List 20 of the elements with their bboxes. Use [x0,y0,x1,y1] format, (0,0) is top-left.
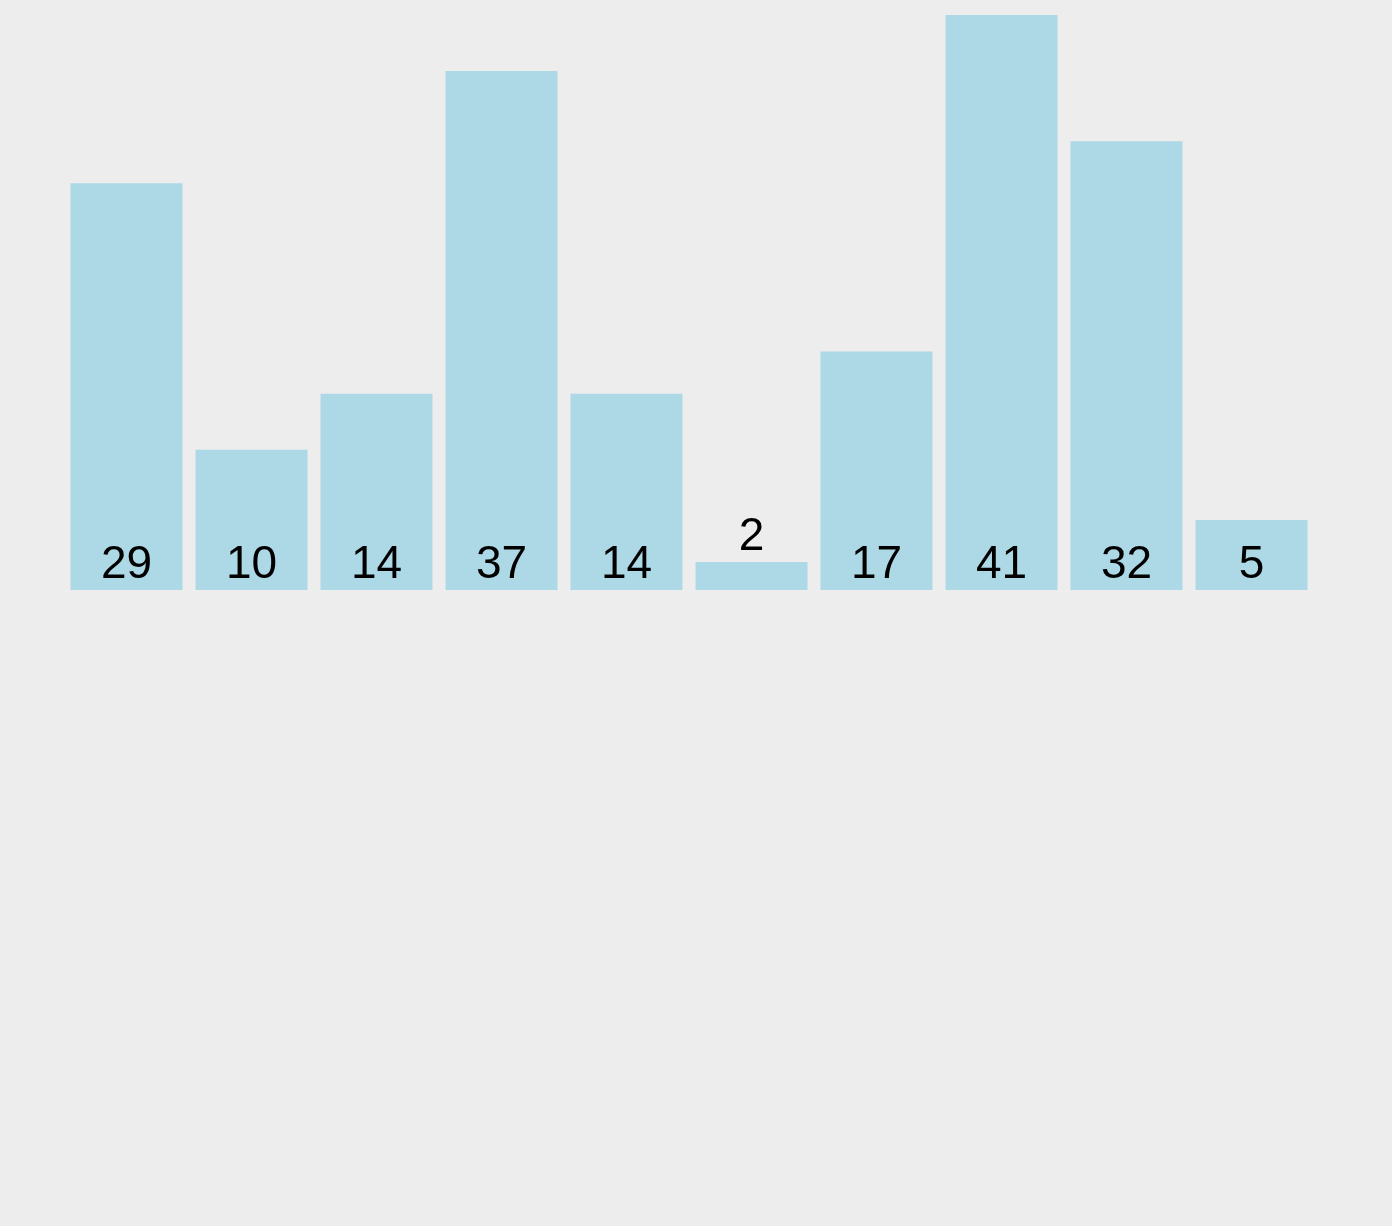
bar [70,183,183,590]
bar [1070,141,1183,590]
bar [570,393,683,590]
data-label: 37 [475,536,528,588]
bar [1195,519,1308,590]
data-label: 5 [1238,536,1265,588]
bar [820,351,933,590]
bar [695,561,808,590]
bar [945,15,1058,590]
bar [195,449,308,590]
data-label: 14 [600,536,653,588]
data-label: 41 [975,536,1028,588]
data-label: 14 [350,536,403,588]
data-label: 32 [1100,536,1153,588]
data-label: 10 [225,536,278,588]
bar [320,393,433,590]
bar [445,71,558,590]
data-label: 17 [850,536,903,588]
data-label: 2 [738,507,765,560]
data-label: 29 [100,536,153,588]
